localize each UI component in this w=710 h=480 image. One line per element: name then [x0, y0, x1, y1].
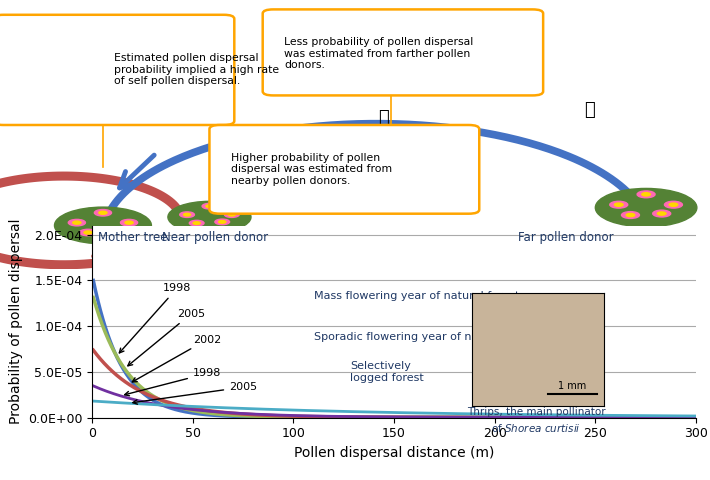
- Circle shape: [55, 207, 151, 244]
- Circle shape: [99, 211, 107, 214]
- Text: 🐝: 🐝: [484, 77, 496, 95]
- Circle shape: [202, 204, 217, 209]
- X-axis label: Pollen dispersal distance (m): Pollen dispersal distance (m): [294, 446, 494, 460]
- Bar: [637, 224, 655, 245]
- Text: Estimated pollen dispersal
probability implied a high rate
of self pollen disper: Estimated pollen dispersal probability i…: [114, 53, 279, 86]
- Circle shape: [626, 214, 635, 216]
- Text: of $\it{Shorea}$ $\it{curtisii}$: of $\it{Shorea}$ $\it{curtisii}$: [491, 422, 581, 434]
- Circle shape: [637, 191, 655, 198]
- Text: Far pollen donor: Far pollen donor: [518, 231, 613, 244]
- Circle shape: [229, 213, 235, 216]
- Circle shape: [621, 212, 640, 218]
- Text: 2002: 2002: [132, 335, 221, 382]
- Circle shape: [642, 192, 650, 196]
- Circle shape: [193, 222, 200, 225]
- Text: Higher probability of pollen
dispersal was estimated from
nearby pollen donors.: Higher probability of pollen dispersal w…: [231, 153, 392, 186]
- Circle shape: [219, 221, 226, 223]
- Text: 1998: 1998: [119, 283, 191, 353]
- Circle shape: [109, 228, 126, 234]
- Text: 1 mm: 1 mm: [558, 381, 586, 391]
- Circle shape: [665, 201, 682, 208]
- Bar: [94, 241, 112, 261]
- Bar: [202, 230, 217, 247]
- Circle shape: [184, 213, 190, 216]
- Circle shape: [206, 205, 213, 207]
- Text: 1998: 1998: [125, 369, 222, 396]
- Circle shape: [94, 209, 111, 216]
- Text: 🐝: 🐝: [378, 109, 389, 127]
- Text: Selectively
logged forest: Selectively logged forest: [350, 361, 424, 383]
- Y-axis label: Probability of pollen dispersal: Probability of pollen dispersal: [9, 219, 23, 424]
- Text: Mother tree: Mother tree: [98, 231, 168, 244]
- Circle shape: [168, 201, 251, 233]
- Circle shape: [68, 219, 85, 226]
- Circle shape: [614, 203, 623, 206]
- Circle shape: [610, 201, 628, 208]
- Circle shape: [669, 203, 678, 206]
- Circle shape: [180, 212, 195, 217]
- Circle shape: [657, 212, 666, 215]
- Circle shape: [125, 221, 133, 224]
- Circle shape: [84, 231, 92, 234]
- Circle shape: [596, 189, 697, 227]
- Circle shape: [114, 229, 122, 233]
- Text: 🐝: 🐝: [584, 101, 595, 119]
- Text: Less probability of pollen dispersal
was estimated from farther pollen
donors.: Less probability of pollen dispersal was…: [284, 37, 474, 71]
- FancyBboxPatch shape: [0, 15, 234, 125]
- FancyBboxPatch shape: [209, 125, 479, 214]
- Circle shape: [80, 229, 97, 236]
- Text: Thrips, the main pollinator: Thrips, the main pollinator: [466, 407, 606, 417]
- Circle shape: [652, 210, 671, 217]
- FancyBboxPatch shape: [263, 10, 543, 96]
- Circle shape: [215, 219, 229, 225]
- Text: Near pollen donor: Near pollen donor: [162, 231, 268, 244]
- Circle shape: [72, 221, 81, 224]
- Text: 2005: 2005: [128, 309, 205, 366]
- Circle shape: [121, 219, 138, 226]
- Circle shape: [224, 212, 239, 217]
- Circle shape: [190, 220, 204, 226]
- Text: Sporadic flowering year of natural forest: Sporadic flowering year of natural fores…: [314, 332, 540, 342]
- Text: Mass flowering year of natural forest: Mass flowering year of natural forest: [314, 291, 519, 301]
- Text: 2005: 2005: [133, 382, 257, 404]
